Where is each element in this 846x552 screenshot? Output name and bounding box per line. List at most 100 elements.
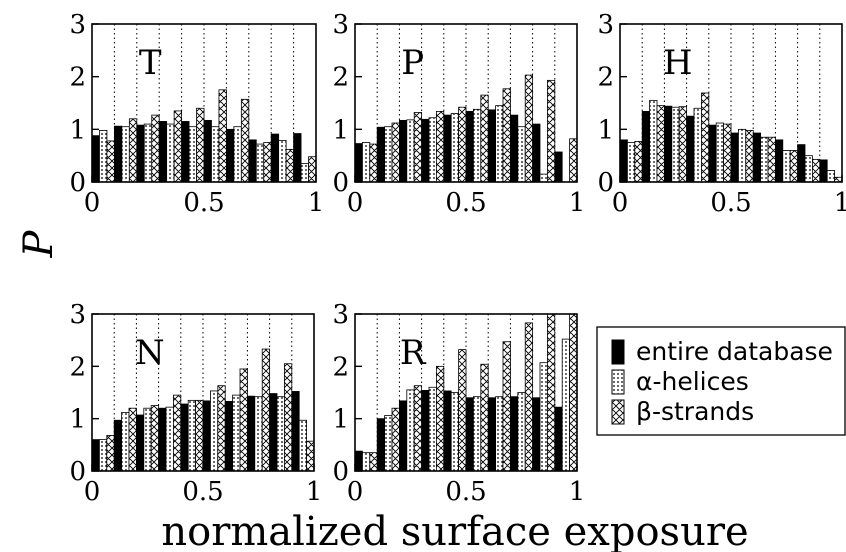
- bar-T-helix-9: [300, 163, 309, 182]
- bar-H-strand-4: [723, 123, 732, 182]
- x-tick-label: 0: [84, 477, 101, 507]
- bar-R-strand-9: [569, 314, 577, 471]
- bar-P-all-7: [509, 114, 519, 182]
- x-tick-label: 0.5: [183, 188, 224, 218]
- panel-P: 0 1 2 3 0 0.5 1 P: [332, 10, 585, 218]
- bar-R-strand-3: [435, 365, 445, 471]
- x-tick-label: 0: [347, 188, 364, 218]
- bar-P-strand-5: [480, 94, 489, 182]
- bar-P-helix-2: [406, 119, 415, 182]
- x-tick-label: 1: [569, 477, 586, 507]
- bar-N-helix-8: [276, 396, 285, 471]
- y-tick-label: 1: [69, 115, 86, 145]
- bar-R-helix-5: [472, 396, 482, 471]
- bar-N-strand-8: [283, 363, 293, 471]
- bar-H-all-8: [797, 144, 806, 182]
- y-tick-label: 0: [597, 168, 614, 198]
- y-tick-label: 1: [332, 115, 349, 145]
- bar-N-helix-1: [121, 411, 130, 471]
- bar-T-helix-6: [233, 126, 242, 182]
- bar-P-strand-2: [413, 112, 423, 182]
- bar-T-helix-4: [188, 126, 197, 182]
- bar-P-helix-6: [495, 105, 504, 182]
- bar-P-helix-0: [361, 142, 371, 182]
- bar-H-helix-2: [671, 106, 680, 182]
- bar-P-all-2: [398, 119, 408, 182]
- bar-N-strand-3: [172, 394, 182, 471]
- bar-P-strand-4: [458, 106, 467, 182]
- legend-swatch-strand: [611, 399, 625, 425]
- panel-label: T: [139, 43, 162, 83]
- bar-P-strand-3: [435, 111, 445, 182]
- bar-H-strand-0: [634, 141, 643, 182]
- bars: [92, 89, 316, 182]
- bar-P-all-5: [465, 111, 474, 182]
- bar-R-all-5: [465, 397, 474, 471]
- bar-R-all-9: [554, 406, 563, 471]
- bar-P-strand-1: [391, 122, 400, 182]
- x-tick-label: 0: [347, 477, 364, 507]
- bar-T-strand-7: [263, 142, 272, 182]
- bar-T-strand-1: [128, 118, 138, 182]
- bar-P-helix-8: [539, 173, 548, 182]
- bar-P-strand-6: [502, 88, 511, 182]
- bar-H-helix-0: [627, 142, 636, 182]
- bar-T-all-1: [114, 125, 123, 182]
- bar-N-all-2: [135, 414, 145, 471]
- bar-P-strand-8: [547, 79, 556, 182]
- bar-H-all-3: [686, 115, 695, 182]
- x-tick-label: 1: [569, 188, 586, 218]
- bar-N-helix-0: [99, 439, 108, 471]
- bar-R-all-7: [509, 396, 519, 471]
- bar-N-helix-4: [187, 399, 196, 471]
- y-tick-label: 1: [332, 405, 349, 435]
- y-tick-label: 2: [332, 352, 349, 382]
- legend-box: [596, 326, 846, 436]
- bar-N-all-7: [246, 395, 256, 471]
- bar-R-helix-7: [517, 392, 526, 471]
- bar-T-helix-8: [278, 139, 287, 182]
- x-tick-label: 1: [306, 477, 323, 507]
- legend-swatch-all: [611, 339, 625, 365]
- bar-P-strand-0: [369, 143, 378, 182]
- bar-N-helix-9: [298, 419, 308, 471]
- x-tick-label: 0.5: [710, 188, 751, 218]
- panel-label: H: [663, 43, 693, 83]
- bar-R-strand-1: [391, 407, 400, 471]
- bar-R-strand-0: [369, 452, 378, 471]
- bar-P-helix-1: [384, 126, 393, 182]
- bar-N-strand-7: [261, 348, 271, 471]
- bar-H-helix-4: [715, 122, 725, 182]
- bar-H-all-1: [641, 111, 651, 182]
- bar-N-strand-6: [239, 368, 248, 471]
- bar-N-all-5: [202, 400, 211, 471]
- bar-N-all-6: [224, 400, 233, 471]
- bar-R-strand-8: [547, 314, 556, 471]
- legend-label-strand: β-strands: [636, 397, 754, 426]
- bar-T-all-7: [248, 139, 257, 182]
- bar-N-helix-2: [143, 407, 152, 471]
- bar-H-helix-8: [804, 155, 813, 182]
- bar-R-all-4: [443, 390, 452, 471]
- bar-T-helix-3: [166, 123, 175, 182]
- bar-P-strand-7: [524, 74, 534, 182]
- bar-T-helix-7: [255, 143, 265, 182]
- bar-R-strand-4: [458, 349, 467, 471]
- bar-P-all-6: [487, 109, 497, 182]
- bar-T-all-0: [92, 135, 100, 182]
- bars: [355, 74, 577, 182]
- bar-T-helix-1: [121, 126, 130, 182]
- bar-P-helix-7: [517, 126, 526, 182]
- bar-R-strand-5: [480, 363, 489, 471]
- bar-H-strand-7: [789, 149, 799, 182]
- bar-H-strand-5: [745, 129, 754, 182]
- bar-T-all-8: [270, 133, 280, 182]
- bar-R-all-3: [421, 390, 430, 471]
- bar-R-strand-7: [524, 322, 534, 471]
- bar-R-helix-9: [561, 338, 571, 471]
- bar-H-helix-3: [693, 107, 702, 182]
- bar-H-all-7: [775, 139, 784, 182]
- y-tick-label: 3: [332, 300, 349, 330]
